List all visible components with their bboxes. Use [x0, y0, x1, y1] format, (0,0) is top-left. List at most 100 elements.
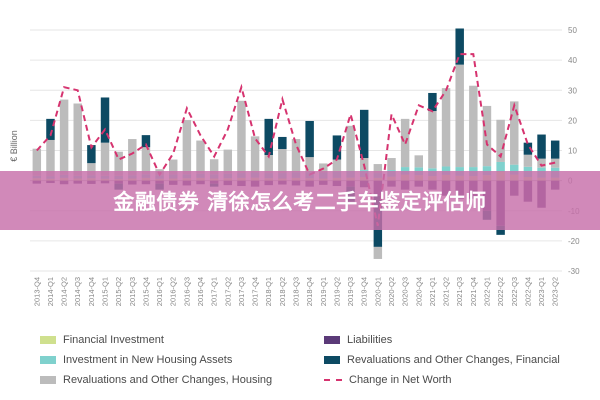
bar-revaluations-housing — [182, 120, 192, 175]
legend-label: Revaluations and Other Changes, Housing — [63, 374, 273, 386]
x-tick-label: 2014-Q4 — [87, 277, 96, 306]
legend-swatch — [324, 336, 340, 344]
legend-swatch — [324, 379, 342, 381]
bar-investment-housing — [482, 166, 492, 176]
bar-revaluations-financial — [305, 120, 314, 158]
bar-revaluations-housing — [469, 85, 478, 168]
y-tick-label: -20 — [568, 237, 580, 246]
bar-revaluations-housing — [537, 158, 546, 168]
x-tick-label: 2019-Q3 — [346, 277, 355, 306]
x-tick-label: 2020-Q1 — [373, 277, 382, 306]
bar-revaluations-financial — [278, 136, 287, 149]
x-tick-label: 2022-Q1 — [483, 277, 492, 306]
x-tick-label: 2023-Q2 — [551, 277, 560, 306]
x-tick-label: 2016-Q4 — [196, 277, 205, 306]
x-tick-label: 2017-Q1 — [210, 277, 219, 306]
bar-revaluations-housing — [305, 157, 314, 173]
bar-revaluations-housing — [141, 147, 151, 175]
y-tick-label: 40 — [568, 56, 577, 65]
legend-item-revaluations-housing: Revaluations and Other Changes, Housing — [40, 374, 272, 386]
bar-revaluations-financial — [550, 140, 560, 159]
legend-label: Liabilities — [347, 334, 393, 346]
bar-revaluations-housing — [373, 164, 383, 174]
bar-revaluations-housing — [223, 149, 233, 174]
bar-revaluations-financial — [496, 225, 505, 235]
legend-label: Financial Investment — [63, 334, 164, 346]
bar-revaluations-financial — [87, 145, 96, 164]
x-tick-label: 2022-Q4 — [523, 277, 532, 306]
x-tick-label: 2014-Q1 — [46, 277, 55, 306]
legend-item-investment-housing: Investment in New Housing Assets — [40, 354, 232, 366]
net-worth-line — [36, 53, 556, 227]
bar-revaluations-financial — [332, 135, 342, 160]
bar-revaluations-housing — [523, 154, 533, 167]
bar-revaluations-housing — [455, 64, 464, 168]
x-tick-label: 2014-Q3 — [73, 277, 82, 306]
legend-swatch — [40, 336, 56, 344]
legend-label: Change in Net Worth — [349, 374, 452, 386]
bar-revaluations-housing — [46, 139, 55, 177]
bar-revaluations-housing — [496, 119, 505, 162]
bar-revaluations-financial — [141, 135, 151, 148]
bar-revaluations-housing — [482, 105, 492, 167]
bar-investment-housing — [496, 161, 505, 172]
legend-item-revaluations-financial: Revaluations and Other Changes, Financia… — [324, 354, 560, 366]
bar-revaluations-housing — [428, 111, 437, 169]
bar-revaluations-financial — [537, 134, 546, 159]
x-tick-label: 2015-Q3 — [128, 277, 137, 306]
x-tick-label: 2021-Q4 — [469, 277, 478, 306]
bar-revaluations-financial — [46, 118, 55, 140]
y-tick-label: 20 — [568, 116, 577, 125]
bar-revaluations-housing — [264, 155, 273, 174]
bar-revaluations-housing — [169, 159, 178, 175]
x-tick-label: 2015-Q4 — [141, 277, 150, 306]
legend-swatch — [40, 356, 56, 364]
y-tick-label: 50 — [568, 26, 577, 35]
x-tick-labels: 2013-Q4 2014-Q1 2014-Q2 2014-Q3 2014-Q4 2015-… — [32, 277, 559, 306]
bar-revaluations-housing — [237, 100, 246, 174]
y-tick-label: 10 — [568, 147, 577, 156]
x-tick-label: 2021-Q2 — [442, 277, 451, 306]
y-axis-label: € Billion — [9, 130, 19, 162]
x-tick-label: 2020-Q4 — [414, 277, 423, 306]
x-tick-label: 2019-Q1 — [319, 277, 328, 306]
x-tick-label: 2014-Q2 — [60, 277, 69, 306]
bar-investment-housing — [510, 164, 519, 175]
bar-revaluations-financial — [100, 97, 110, 143]
bar-investment-housing — [441, 166, 451, 175]
x-tick-label: 2017-Q4 — [251, 277, 260, 306]
legend-swatch — [324, 356, 340, 364]
bar-revaluations-financial — [264, 118, 273, 156]
x-tick-label: 2017-Q2 — [223, 277, 232, 306]
bar-revaluations-financial — [359, 109, 369, 159]
bar-revaluations-housing — [87, 163, 96, 176]
x-tick-label: 2020-Q2 — [387, 277, 396, 306]
y-tick-label: 30 — [568, 86, 577, 95]
bar-revaluations-housing — [291, 139, 301, 173]
x-tick-label: 2016-Q1 — [155, 277, 164, 306]
bar-revaluations-housing — [100, 142, 110, 176]
legend-label: Investment in New Housing Assets — [63, 354, 233, 366]
x-tick-label: 2013-Q4 — [32, 277, 41, 306]
legend-item-financial-investment: Financial Investment — [40, 334, 164, 346]
bar-revaluations-housing — [441, 88, 451, 167]
x-tick-label: 2021-Q3 — [455, 277, 464, 306]
x-tick-label: 2015-Q1 — [101, 277, 110, 306]
y-tick-label: -30 — [568, 267, 580, 276]
bar-revaluations-housing — [346, 125, 355, 171]
bar-revaluations-housing — [196, 140, 205, 174]
bar-revaluations-housing — [373, 246, 383, 259]
x-tick-label: 2015-Q2 — [114, 277, 123, 306]
bar-revaluations-housing — [510, 101, 519, 165]
x-tick-label: 2016-Q2 — [169, 277, 178, 306]
bar-revaluations-housing — [128, 139, 137, 176]
x-tick-label: 2023-Q1 — [537, 277, 546, 306]
legend-item-net-worth: Change in Net Worth — [324, 374, 452, 386]
bar-revaluations-housing — [387, 158, 396, 171]
bar-revaluations-housing — [209, 159, 219, 175]
bar-revaluations-housing — [332, 159, 342, 172]
x-tick-label: 2019-Q2 — [332, 277, 341, 306]
x-tick-label: 2022-Q2 — [496, 277, 505, 306]
y-tick-labels: -30-20-1001020304050 — [568, 26, 580, 276]
